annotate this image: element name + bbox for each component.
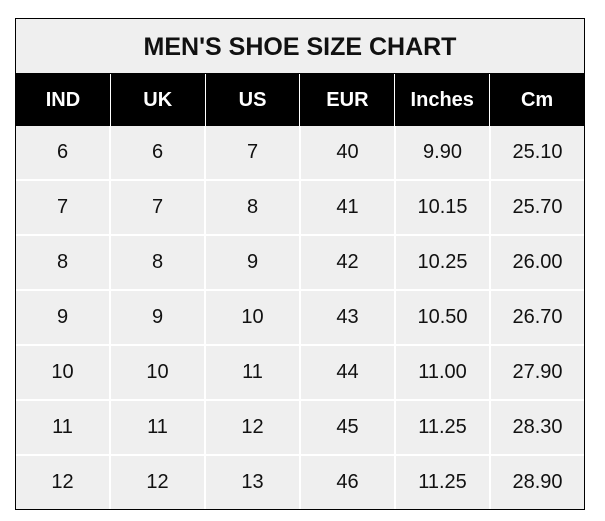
table-cell: 45 xyxy=(299,401,394,454)
table-cell: 10.15 xyxy=(394,181,489,234)
table-cell: 10 xyxy=(109,346,204,399)
table-cell: 41 xyxy=(299,181,394,234)
size-chart-table: MEN'S SHOE SIZE CHART IND UK US EUR Inches Cm… xyxy=(15,18,585,510)
table-row: 8 8 9 42 10.25 26.00 xyxy=(16,234,584,289)
table-cell: 6 xyxy=(109,126,204,179)
column-header-cm: Cm xyxy=(489,74,584,126)
table-cell: 9 xyxy=(204,236,299,289)
table-cell: 25.10 xyxy=(489,126,584,179)
table-cell: 9 xyxy=(56,306,69,328)
table-cell: 8 xyxy=(56,251,69,273)
table-cell: 6 xyxy=(56,141,69,163)
table-title: MEN'S SHOE SIZE CHART xyxy=(16,19,584,74)
table-cell: 11 xyxy=(52,416,73,438)
table-cell: 11 xyxy=(204,346,299,399)
table-cell: 10.25 xyxy=(394,236,489,289)
table-cell: 28.30 xyxy=(489,401,584,454)
table-cell: 25.70 xyxy=(489,181,584,234)
table-cell: 11.00 xyxy=(394,346,489,399)
table-cell: 42 xyxy=(299,236,394,289)
table-cell: 40 xyxy=(299,126,394,179)
table-row: 11 11 12 45 11.25 28.30 xyxy=(16,399,584,454)
table-cell: 12 xyxy=(109,456,204,509)
table-cell: 46 xyxy=(299,456,394,509)
column-header-ind: IND xyxy=(45,88,81,111)
table-row: 9 9 10 43 10.50 26.70 xyxy=(16,289,584,344)
table-cell: 7 xyxy=(204,126,299,179)
table-cell: 28.90 xyxy=(489,456,584,509)
table-row: 10 10 11 44 11.00 27.90 xyxy=(16,344,584,399)
column-header-uk: UK xyxy=(109,74,205,126)
table-cell: 10 xyxy=(51,361,74,383)
table-cell: 8 xyxy=(109,236,204,289)
table-cell: 10.50 xyxy=(394,291,489,344)
table-cell: 7 xyxy=(109,181,204,234)
table-cell: 26.70 xyxy=(489,291,584,344)
header-row: IND UK US EUR Inches Cm xyxy=(16,74,584,126)
table-cell: 12 xyxy=(51,471,74,493)
table-cell: 43 xyxy=(299,291,394,344)
table-cell: 27.90 xyxy=(489,346,584,399)
table-row: 12 12 13 46 11.25 28.90 xyxy=(16,454,584,509)
table-row: 7 7 8 41 10.15 25.70 xyxy=(16,179,584,234)
table-cell: 10 xyxy=(204,291,299,344)
table-cell: 26.00 xyxy=(489,236,584,289)
column-header-eur: EUR xyxy=(299,74,394,126)
table-body: 6 6 7 40 9.90 25.10 7 7 8 41 10.15 25.70 8 8 9 42 10.25 2… xyxy=(16,126,584,509)
table-cell: 13 xyxy=(204,456,299,509)
column-header-us: US xyxy=(204,74,300,126)
table-cell: 8 xyxy=(204,181,299,234)
table-cell: 11.25 xyxy=(394,401,489,454)
table-cell: 44 xyxy=(299,346,394,399)
table-cell: 12 xyxy=(204,401,299,454)
table-cell: 9 xyxy=(109,291,204,344)
column-header-inches: Inches xyxy=(394,74,489,126)
table-row: 6 6 7 40 9.90 25.10 xyxy=(16,126,584,179)
table-cell: 7 xyxy=(56,196,69,218)
table-cell: 11.25 xyxy=(394,456,489,509)
table-cell: 11 xyxy=(109,401,204,454)
table-cell: 9.90 xyxy=(394,126,489,179)
